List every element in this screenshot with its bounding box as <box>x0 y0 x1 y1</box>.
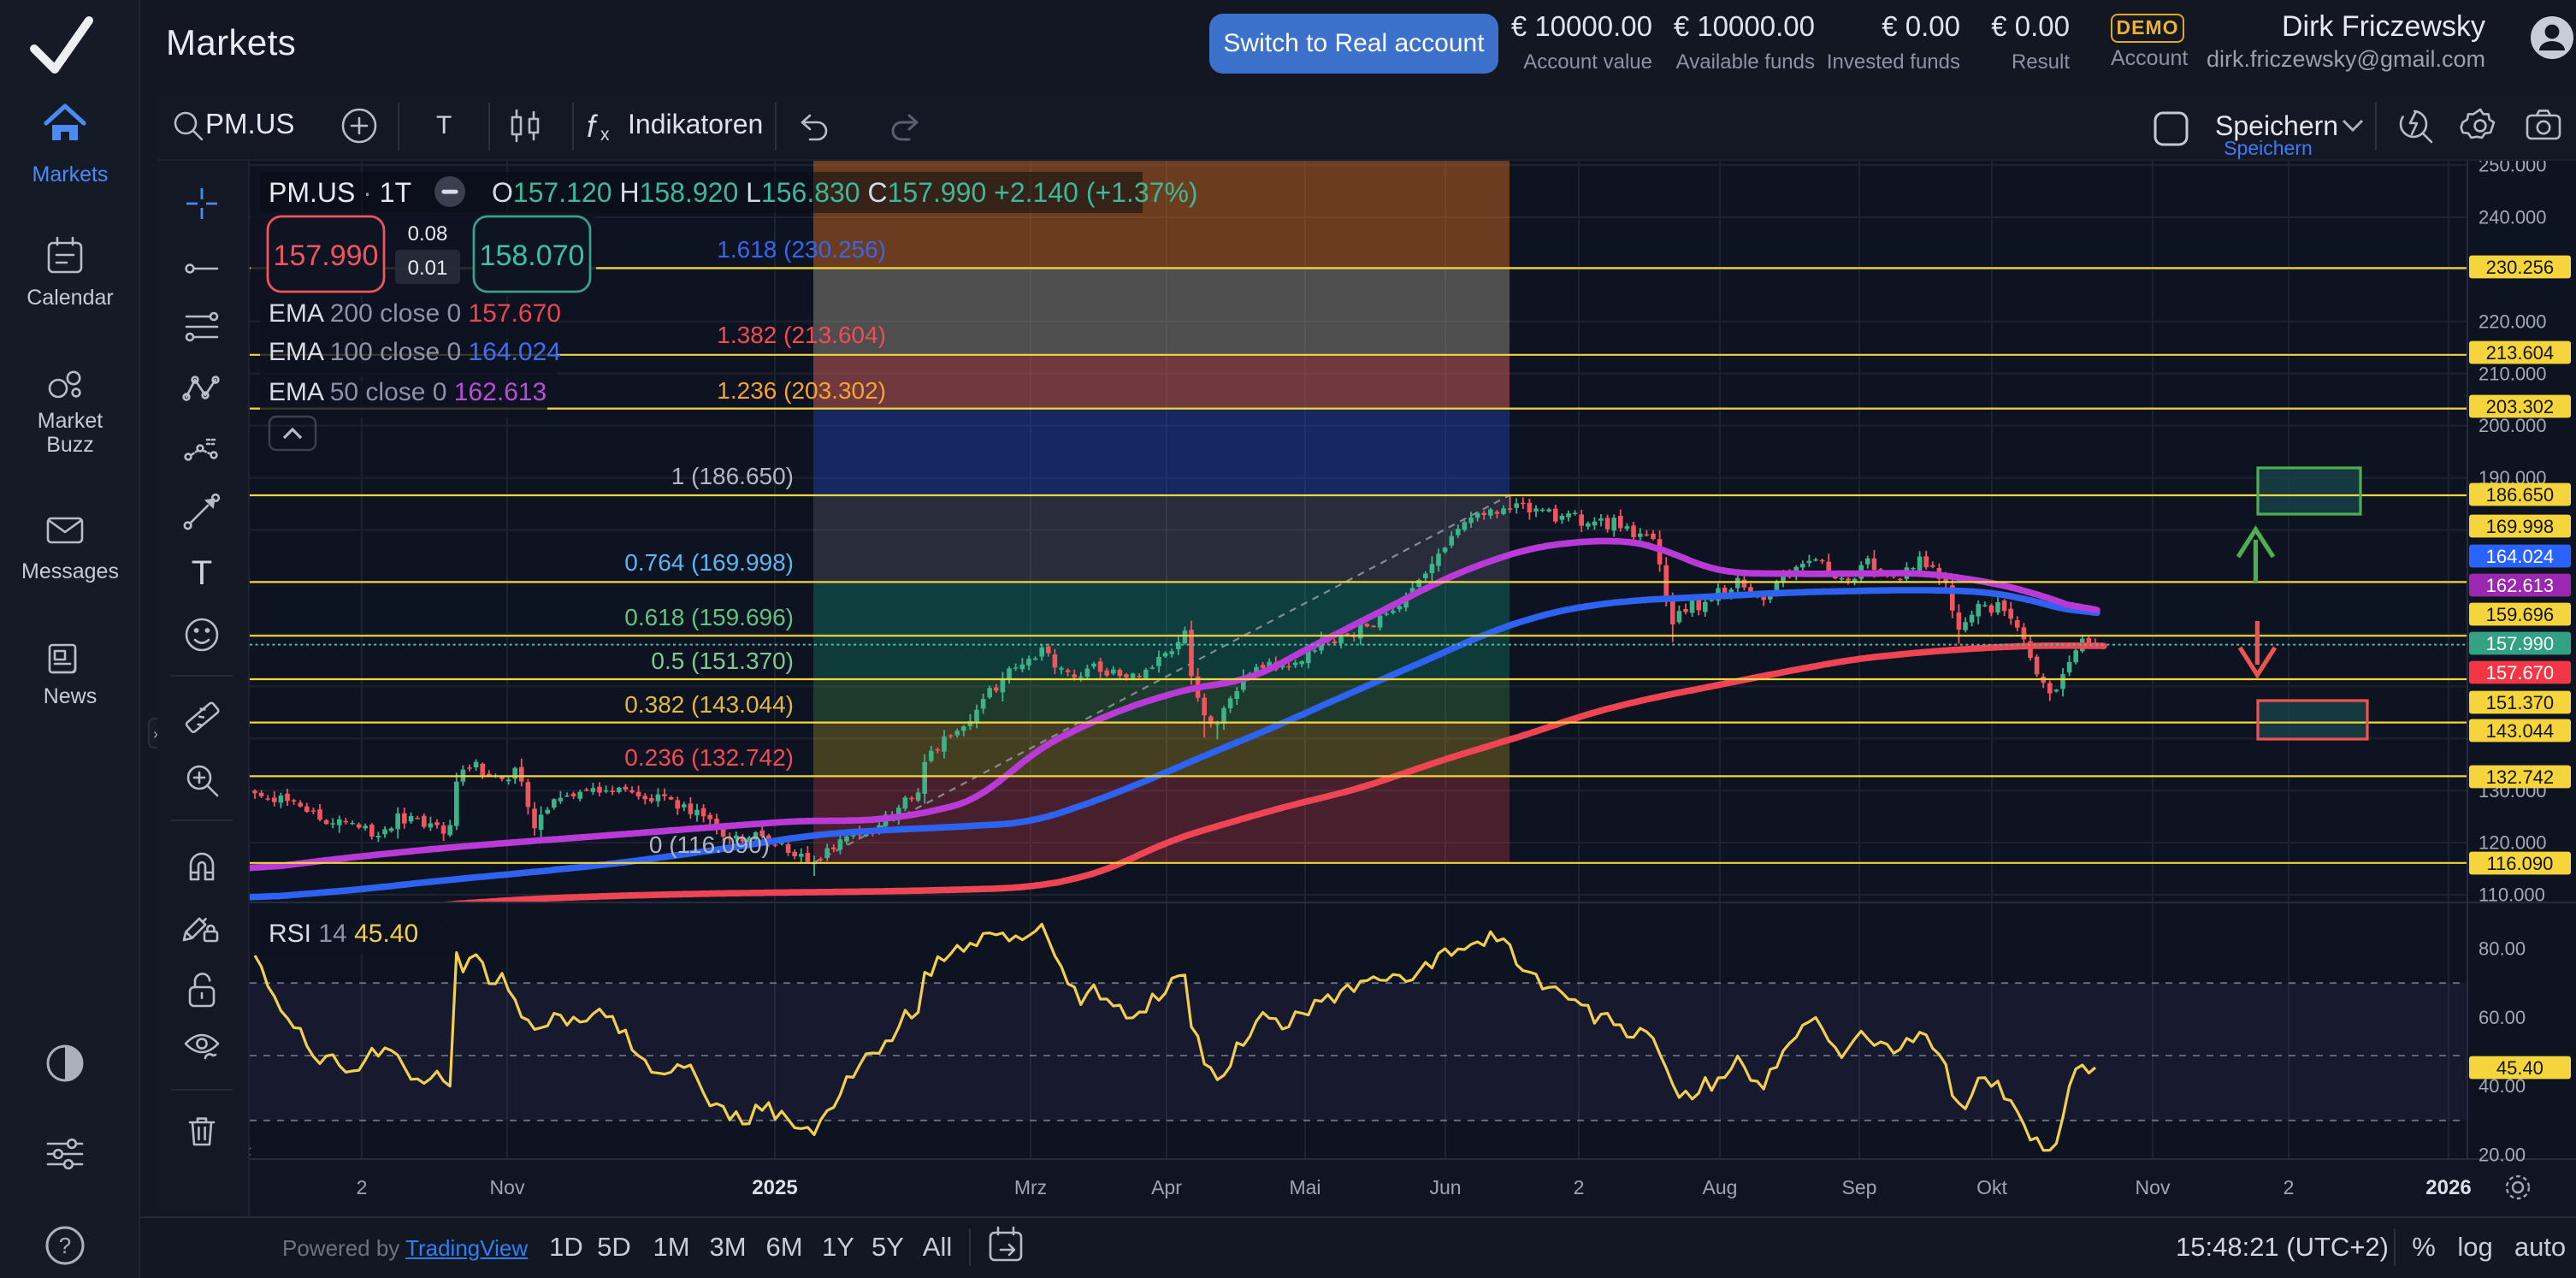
svg-text:0.618 (159.696): 0.618 (159.696) <box>624 604 794 630</box>
svg-text:RSI 14 45.40: RSI 14 45.40 <box>269 920 418 948</box>
svg-text:203.302: 203.302 <box>2486 396 2555 417</box>
svg-text:157.670: 157.670 <box>2486 662 2555 683</box>
svg-text:240.000: 240.000 <box>2479 207 2547 228</box>
svg-text:210.000: 210.000 <box>2479 363 2547 384</box>
svg-text:80.00: 80.00 <box>2479 938 2526 960</box>
svg-text:PM.US · 1T: PM.US · 1T <box>269 177 411 208</box>
svg-text:2025: 2025 <box>752 1176 797 1199</box>
svg-text:0.382 (143.044): 0.382 (143.044) <box>624 691 794 718</box>
svg-text:1.618 (230.256): 1.618 (230.256) <box>717 236 886 263</box>
svg-text:116.090: 116.090 <box>2486 853 2553 874</box>
svg-text:157.990: 157.990 <box>274 240 379 272</box>
svg-text:0 (116.090): 0 (116.090) <box>649 831 770 858</box>
svg-text:230.256: 230.256 <box>2486 257 2555 278</box>
svg-text:169.998: 169.998 <box>2486 516 2555 537</box>
svg-text:2026: 2026 <box>2425 1176 2471 1199</box>
svg-text:0.236 (132.742): 0.236 (132.742) <box>624 744 794 771</box>
svg-text:157.990: 157.990 <box>2486 633 2555 654</box>
svg-text:0.5 (151.370): 0.5 (151.370) <box>651 648 794 674</box>
svg-text:Mrz: Mrz <box>1014 1176 1047 1198</box>
svg-text:Apr: Apr <box>1151 1176 1182 1198</box>
svg-text:Aug: Aug <box>1703 1176 1738 1198</box>
svg-text:Okt: Okt <box>1976 1176 2007 1198</box>
svg-text:159.696: 159.696 <box>2486 604 2555 625</box>
svg-text:EMA 50 close 0 162.613: EMA 50 close 0 162.613 <box>269 378 547 406</box>
svg-text:0.764 (169.998): 0.764 (169.998) <box>624 549 794 576</box>
svg-text:2: 2 <box>2284 1176 2295 1198</box>
svg-text:Nov: Nov <box>2136 1176 2171 1198</box>
svg-text:0.08: 0.08 <box>408 222 448 246</box>
svg-text:60.00: 60.00 <box>2479 1007 2526 1028</box>
svg-text:158.070: 158.070 <box>480 240 585 272</box>
svg-text:O157.120 H158.920 L156.830 C15: O157.120 H158.920 L156.830 C157.990 +2.1… <box>492 177 1198 208</box>
svg-text:Jun: Jun <box>1429 1176 1461 1198</box>
svg-text:20.00: 20.00 <box>2479 1145 2526 1166</box>
svg-text:Sep: Sep <box>1842 1176 1877 1198</box>
svg-text:186.650: 186.650 <box>2486 484 2555 506</box>
svg-text:2: 2 <box>1574 1176 1585 1198</box>
svg-text:›: › <box>153 725 158 743</box>
svg-text:Nov: Nov <box>490 1176 525 1198</box>
svg-text:EMA 200 close 0 157.670: EMA 200 close 0 157.670 <box>269 299 561 328</box>
svg-text:1.382 (213.604): 1.382 (213.604) <box>717 322 886 348</box>
svg-text:164.024: 164.024 <box>2486 546 2555 567</box>
svg-text:162.613: 162.613 <box>2486 575 2555 596</box>
svg-text:1.236 (203.302): 1.236 (203.302) <box>717 377 886 404</box>
svg-text:45.40: 45.40 <box>2496 1057 2544 1079</box>
svg-text:0.01: 0.01 <box>408 257 448 280</box>
svg-text:1 (186.650): 1 (186.650) <box>671 463 794 489</box>
svg-text:120.000: 120.000 <box>2479 832 2547 854</box>
svg-text:143.044: 143.044 <box>2486 720 2555 742</box>
svg-text:200.000: 200.000 <box>2479 415 2547 436</box>
svg-text:213.604: 213.604 <box>2486 342 2555 364</box>
svg-text:Mai: Mai <box>1289 1176 1320 1198</box>
svg-text:220.000: 220.000 <box>2479 311 2547 332</box>
svg-text:2: 2 <box>357 1176 368 1198</box>
svg-text:110.000: 110.000 <box>2479 885 2545 906</box>
svg-text:132.742: 132.742 <box>2486 766 2555 788</box>
svg-text:151.370: 151.370 <box>2486 692 2555 713</box>
svg-text:EMA 100 close 0 164.024: EMA 100 close 0 164.024 <box>269 338 561 366</box>
